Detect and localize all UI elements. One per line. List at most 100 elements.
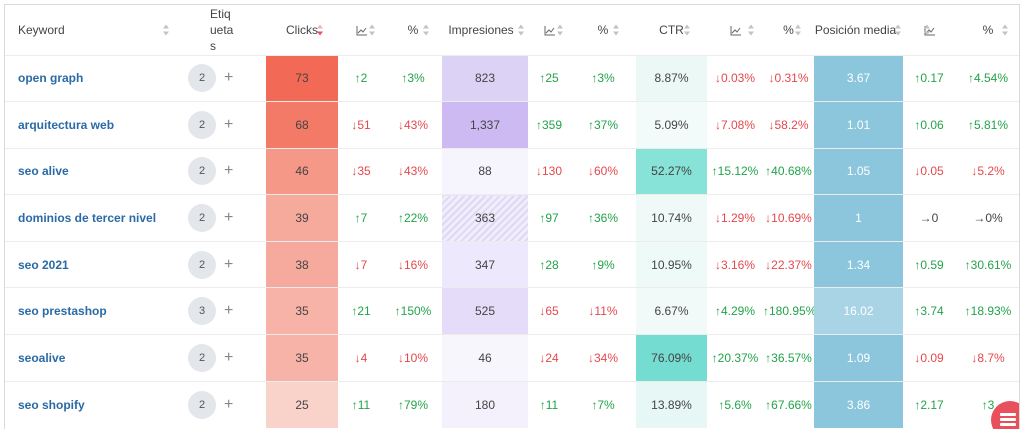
table-row: dominios de tercer nivel 2 + 39 ↑7 ↑22% 3… — [5, 194, 1019, 242]
col-impr-pct-label: % — [597, 22, 609, 37]
col-ctr-header[interactable]: CTR — [636, 5, 707, 55]
pos-delta-cell: ↑0.06 — [914, 117, 944, 132]
pos-pct-cell: ↓5.2% — [971, 164, 1005, 179]
col-impressions-header[interactable]: Impresiones — [442, 5, 528, 55]
keyword-link[interactable]: seo prestashop — [18, 304, 107, 319]
impr-delta-cell: ↑11 — [539, 397, 559, 412]
line-chart-icon — [544, 25, 555, 36]
table-row: seo shopify 2 + 25 ↑11 ↑79% 180 ↑11 ↑7% 1… — [5, 381, 1019, 428]
table-row: open graph 2 + 73 ↑2 ↑3% 823 ↑25 ↑3% 8.87… — [5, 55, 1019, 102]
ctr-pct-cell: ↓0.31% — [768, 71, 809, 86]
keyword-link[interactable]: open graph — [18, 71, 84, 86]
impr-pct-cell: ↑7% — [591, 397, 615, 412]
col-pos-chart-header[interactable] — [903, 5, 955, 55]
keyword-link[interactable]: seo alive — [18, 164, 69, 179]
ctr-cell: 76.09% — [636, 334, 707, 382]
tag-count-badge[interactable]: 2 — [188, 250, 216, 279]
keyword-link[interactable]: seo shopify — [18, 397, 85, 412]
sort-icon[interactable] — [613, 24, 620, 36]
ctr-cell: 6.67% — [636, 287, 707, 335]
sort-icon[interactable] — [1002, 24, 1009, 36]
ctr-delta-cell: ↓3.16% — [714, 257, 756, 272]
ctr-pct-cell: ↑180.95% — [763, 304, 814, 319]
keyword-table: Keyword Etiquetas Clicks % — [5, 5, 1019, 428]
table-row: seo alive 2 + 46 ↓35 ↓43% 88 ↓130 ↓60% 52… — [5, 148, 1019, 195]
position-cell: 1.34 — [814, 241, 903, 288]
clicks-cell: 39 — [266, 194, 338, 242]
tags-cell: 3 + — [180, 288, 266, 335]
sort-icon[interactable] — [557, 24, 564, 36]
impr-delta-cell: ↑359 — [535, 117, 563, 132]
add-tag-icon[interactable]: + — [224, 302, 234, 320]
clicks-cell: 38 — [266, 241, 338, 288]
sort-desc-icon[interactable] — [317, 24, 324, 36]
tag-count-badge[interactable]: 2 — [188, 157, 216, 186]
impr-delta-cell: ↑25 — [539, 71, 559, 86]
ctr-cell: 5.09% — [636, 101, 707, 149]
impr-pct-cell: ↓60% — [587, 164, 619, 179]
add-tag-icon[interactable]: + — [224, 209, 234, 227]
tags-cell: 2 + — [180, 148, 266, 195]
add-tag-icon[interactable]: + — [224, 115, 234, 133]
chat-widget-button[interactable] — [991, 401, 1019, 429]
clicks-pct-cell: ↓10% — [397, 350, 429, 365]
impr-delta-cell: ↓130 — [535, 164, 563, 179]
add-tag-icon[interactable]: + — [224, 348, 234, 366]
table-row: arquitectura web 2 + 68 ↓51 ↓43% 1,337 ↑3… — [5, 101, 1019, 149]
keyword-cell: arquitectura web — [5, 102, 180, 149]
pos-delta-cell: ↑3.74 — [914, 304, 944, 319]
ctr-cell: 52.27% — [636, 148, 707, 195]
tags-cell: 2 + — [180, 102, 266, 149]
tag-count-badge[interactable]: 2 — [188, 390, 216, 419]
pos-delta-cell: ↓0.09 — [914, 350, 944, 365]
ctr-delta-cell: ↓0.03% — [714, 71, 756, 86]
col-clicks-pct-header[interactable]: % — [384, 5, 442, 55]
clicks-pct-cell: ↑150% — [394, 304, 432, 319]
keyword-cell: seo prestashop — [5, 288, 180, 335]
pos-pct-cell: →0% — [973, 211, 1003, 226]
col-pos-pct-header[interactable]: % — [955, 5, 1019, 55]
pos-delta-cell: →0 — [919, 211, 939, 226]
keyword-link[interactable]: seo 2021 — [18, 257, 69, 272]
ctr-pct-cell: ↓22.37% — [765, 257, 812, 272]
add-tag-icon[interactable]: + — [224, 69, 234, 87]
add-tag-icon[interactable]: + — [224, 162, 234, 180]
col-impr-chart-header[interactable] — [528, 5, 570, 55]
sort-icon[interactable] — [924, 24, 931, 36]
sort-icon[interactable] — [684, 24, 691, 36]
sort-icon[interactable] — [795, 24, 802, 36]
sort-icon[interactable] — [369, 24, 376, 36]
tag-count-badge[interactable]: 2 — [188, 110, 216, 139]
ctr-cell: 13.89% — [636, 381, 707, 428]
keyword-link[interactable]: seoalive — [18, 350, 66, 365]
add-tag-icon[interactable]: + — [224, 255, 234, 273]
sort-icon[interactable] — [163, 24, 170, 36]
impr-delta-cell: ↓65 — [539, 304, 559, 319]
col-position-header[interactable]: Posición media — [814, 5, 903, 55]
clicks-delta-cell: ↓7 — [354, 257, 368, 272]
col-tags-label: Etiquetas — [210, 6, 234, 53]
keyword-cell: seo shopify — [5, 381, 180, 428]
sort-icon[interactable] — [748, 24, 755, 36]
sort-icon[interactable] — [895, 24, 902, 36]
sort-icon[interactable] — [518, 24, 525, 36]
tag-count-badge[interactable]: 3 — [188, 297, 216, 326]
tag-count-badge[interactable]: 2 — [188, 64, 216, 93]
col-ctr-pct-header[interactable]: % — [763, 5, 814, 55]
add-tag-icon[interactable]: + — [224, 395, 234, 413]
sort-icon[interactable] — [423, 24, 430, 36]
tag-count-badge[interactable]: 2 — [188, 204, 216, 233]
keyword-link[interactable]: dominios de tercer nivel — [18, 211, 157, 226]
col-keyword-header[interactable]: Keyword — [5, 5, 180, 55]
clicks-pct-cell: ↑79% — [397, 397, 429, 412]
ctr-delta-cell: ↓7.08% — [714, 117, 756, 132]
keyword-link[interactable]: arquitectura web — [18, 117, 115, 132]
col-impr-pct-header[interactable]: % — [570, 5, 636, 55]
clicks-pct-cell: ↓43% — [397, 117, 429, 132]
col-clicks-header[interactable]: Clicks — [266, 5, 338, 55]
col-ctr-chart-header[interactable] — [707, 5, 763, 55]
pos-pct-cell: ↑18.93% — [964, 304, 1012, 319]
col-clicks-chart-header[interactable] — [338, 5, 384, 55]
tag-count-badge[interactable]: 2 — [188, 343, 216, 372]
clicks-cell: 68 — [266, 101, 338, 149]
